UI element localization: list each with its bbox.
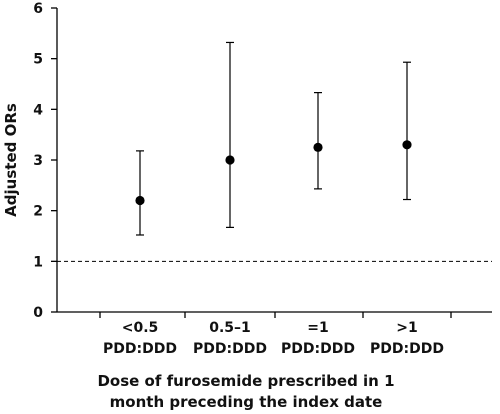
point-0 [135, 195, 145, 206]
x-tick-label-3-line-1: >1 [396, 320, 417, 336]
y-tick-label-5: 5 [33, 52, 43, 68]
x-axis-title-line-2: month preceding the index date [110, 393, 383, 411]
x-tick-label-0-line-1: <0.5 [122, 320, 159, 336]
x-axis-title-line-1: Dose of furosemide prescribed in 1 [97, 372, 394, 390]
x-tick-label-1-line-1: 0.5–1 [209, 320, 251, 336]
x-tick-label-1-line-2: PDD:DDD [193, 341, 267, 357]
x-tick-label-0-line-2: PDD:DDD [103, 341, 177, 357]
data-marks [135, 41, 412, 236]
x-tick-label-2-line-2: PDD:DDD [281, 341, 355, 357]
y-tick-label-4: 4 [33, 102, 43, 118]
y-tick-label-3: 3 [33, 153, 43, 169]
point-1 [225, 155, 235, 165]
point-3 [402, 140, 412, 150]
y-tick-label-2: 2 [33, 204, 43, 220]
chart-axes: 0 1 2 3 4 5 6 <0.5 PDD:DDD 0.5–1 PDD:DDD =1 PDD:DDD >… [33, 1, 492, 357]
y-tick-label-1: 1 [33, 254, 43, 270]
x-tick-label-3-line-2: PDD:DDD [370, 341, 444, 357]
x-tick-label-2-line-1: =1 [307, 320, 328, 336]
point-2 [313, 142, 323, 152]
y-tick-label-0: 0 [33, 305, 43, 321]
y-axis-title: Adjusted ORs [2, 103, 20, 217]
y-tick-label-6: 6 [33, 1, 43, 17]
